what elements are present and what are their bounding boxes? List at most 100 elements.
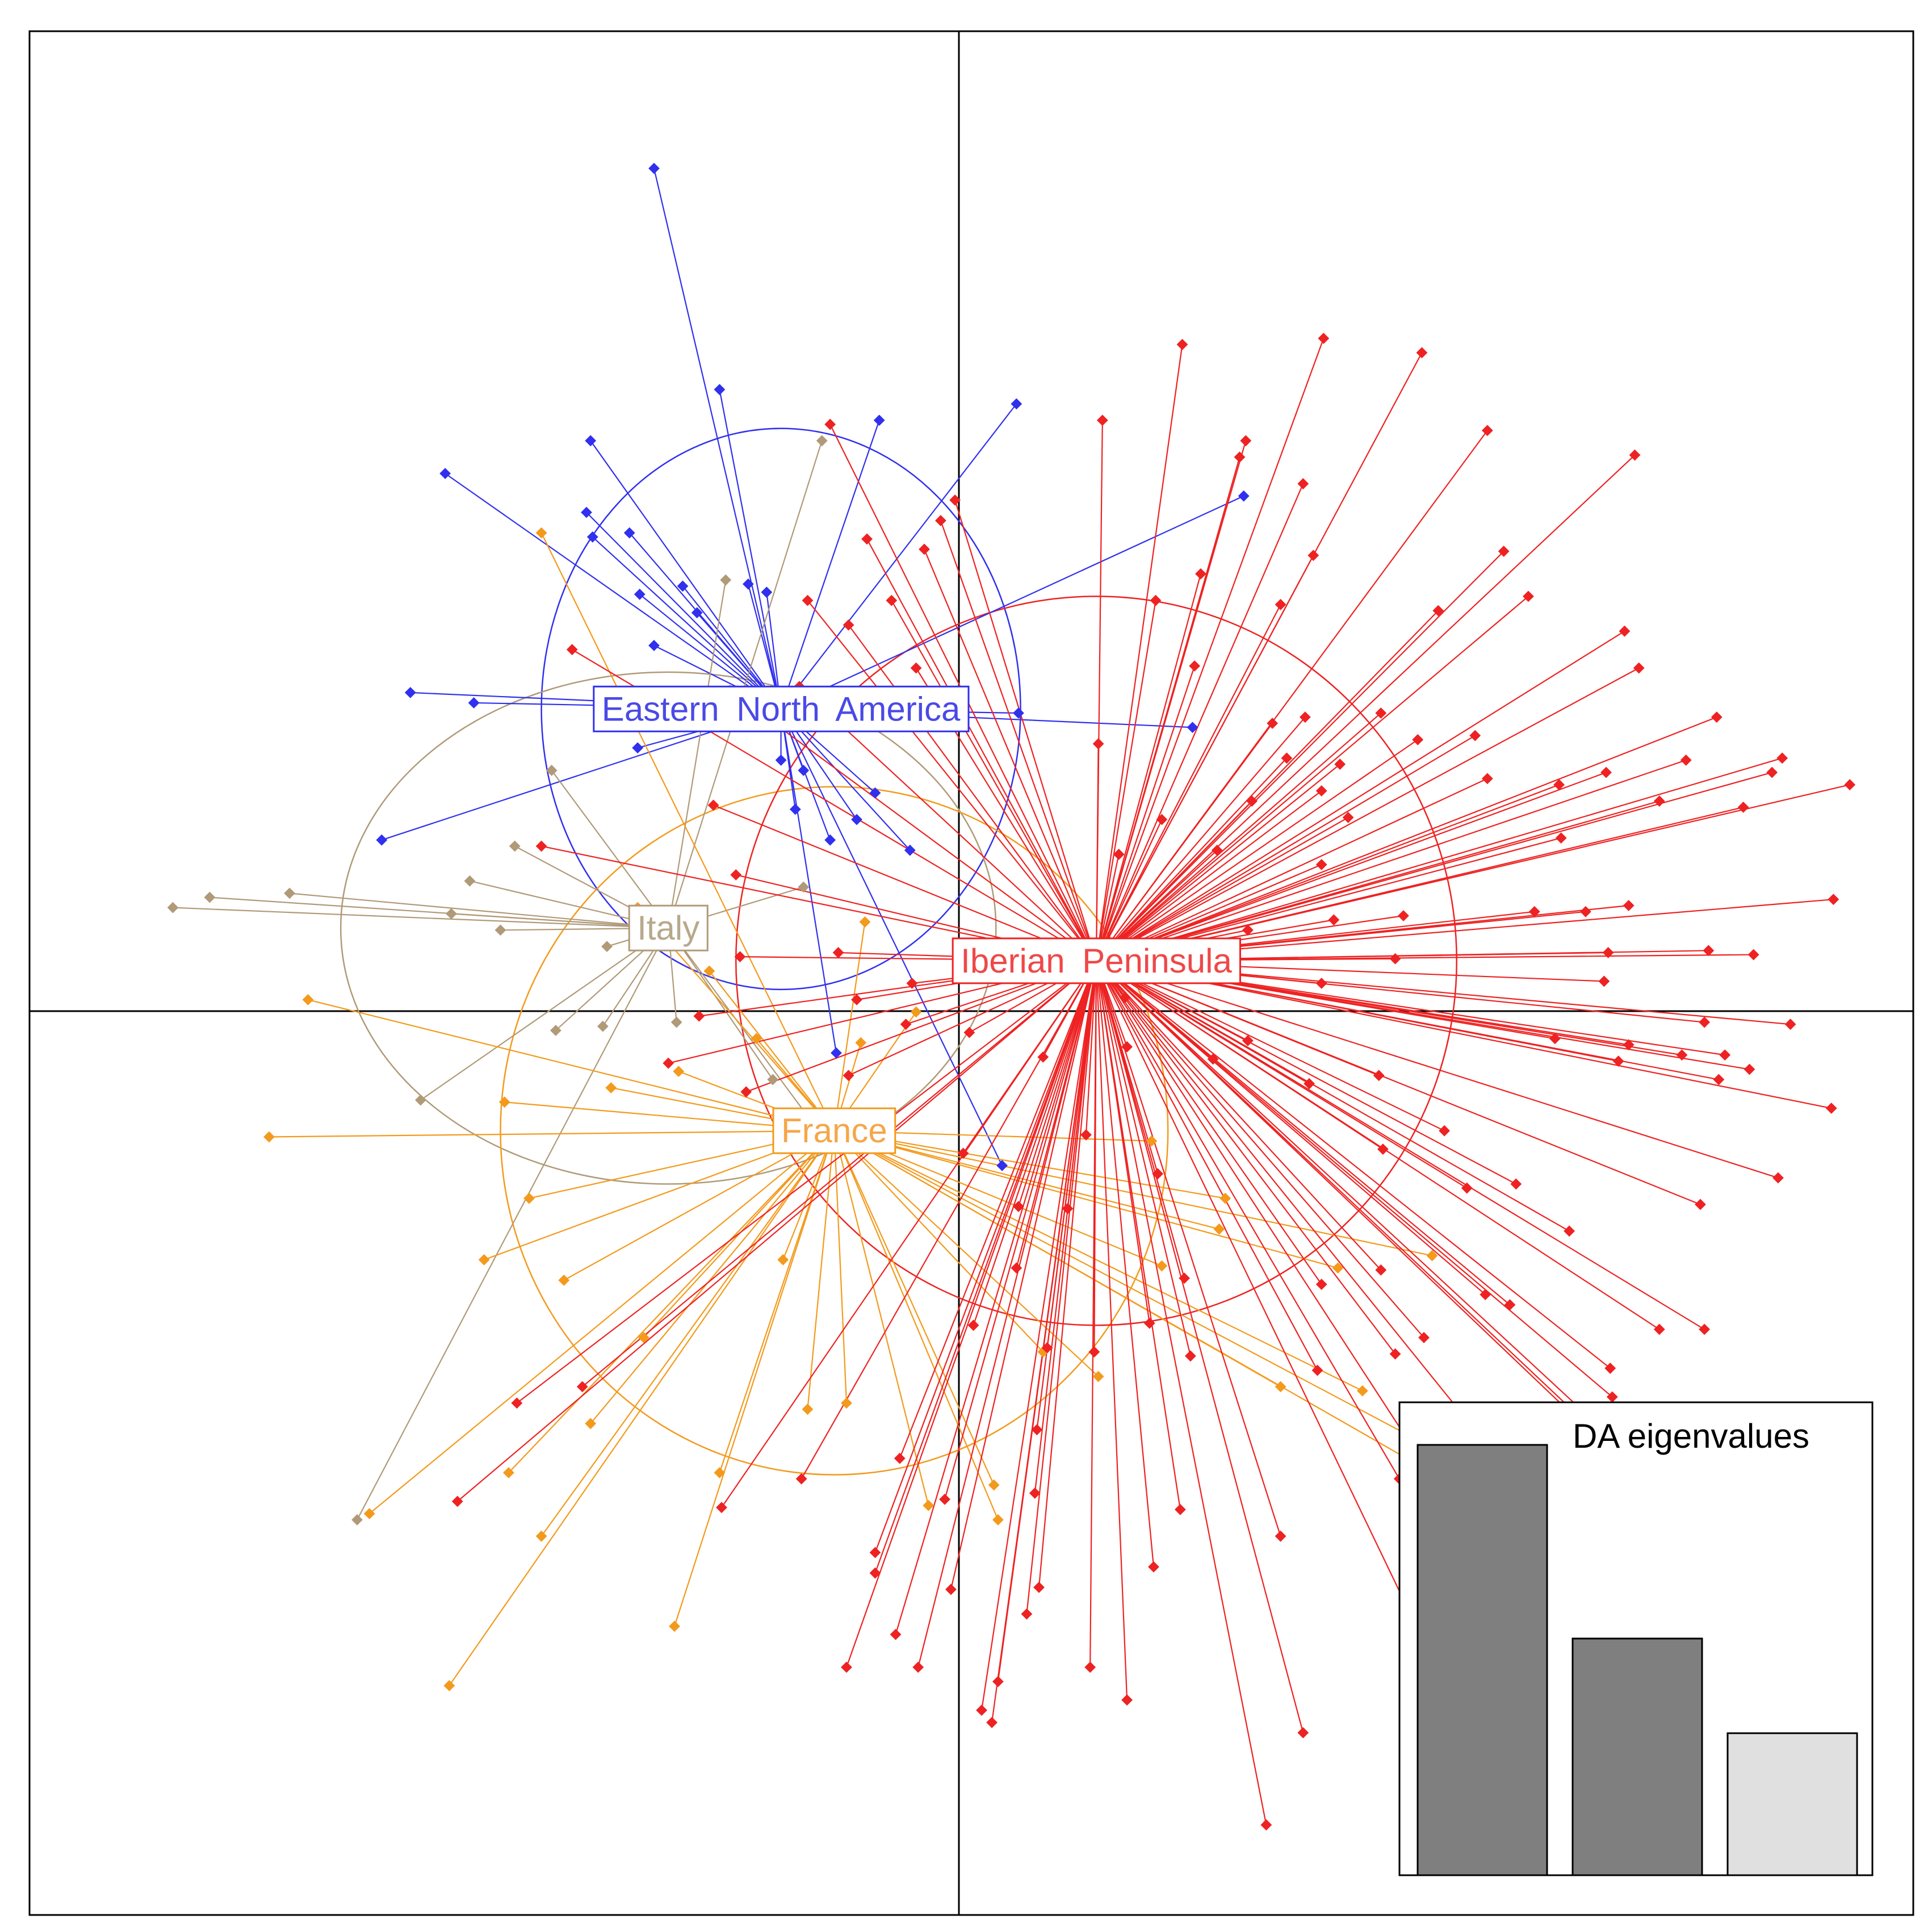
- france-point: [714, 1467, 726, 1478]
- iberian-peninsula-spoke: [1096, 960, 1486, 1296]
- iberian-peninsula-point: [802, 594, 814, 606]
- iberian-peninsula-spoke: [1093, 961, 1097, 1352]
- eastern-north-america-label: Eastern North America: [593, 685, 970, 732]
- iberian-peninsula-point: [1377, 1143, 1389, 1155]
- iberian-peninsula-spoke: [973, 961, 1097, 1326]
- eastern-north-america-point: [1011, 398, 1022, 410]
- iberian-peninsula-spoke: [1096, 778, 1488, 962]
- france-point: [558, 1275, 570, 1286]
- iberian-peninsula-point: [716, 1502, 727, 1514]
- eastern-north-america-spoke: [780, 709, 911, 851]
- iberian-peninsula-point: [824, 418, 836, 430]
- eastern-north-america-point: [439, 468, 451, 479]
- france-spoke: [269, 1130, 835, 1138]
- iberian-peninsula-spoke: [1095, 961, 1267, 1825]
- iberian-peninsula-spoke: [1096, 960, 1832, 1109]
- iberian-peninsula-spoke: [954, 500, 1097, 961]
- eastern-north-america-point: [1013, 707, 1024, 719]
- iberian-peninsula-spoke: [1095, 961, 1304, 1733]
- italy-label-text: Italy: [637, 909, 699, 947]
- iberian-peninsula-point: [1389, 1348, 1401, 1360]
- italy-spoke: [173, 907, 669, 929]
- italy-point: [494, 924, 506, 936]
- iberian-peninsula-point: [1412, 734, 1424, 745]
- eastern-north-america-point: [691, 607, 703, 619]
- france-point: [1092, 1371, 1104, 1382]
- iberian-peninsula-point: [886, 594, 898, 606]
- france-point: [751, 1033, 762, 1045]
- iberian-peninsula-point: [1719, 1049, 1731, 1061]
- iberian-peninsula-point: [1179, 1272, 1190, 1284]
- france-point: [443, 1680, 455, 1691]
- eastern-north-america-spoke: [780, 709, 837, 1053]
- iberian-peninsula-point: [1088, 1346, 1100, 1358]
- iberian-peninsula-point: [1260, 1819, 1272, 1831]
- france-point: [1156, 1260, 1168, 1272]
- iberian-peninsula-point: [1389, 953, 1401, 965]
- eastern-north-america-point: [632, 742, 644, 754]
- iberian-peninsula-spoke: [1095, 600, 1156, 961]
- france-point: [923, 1499, 934, 1511]
- italy-point: [798, 881, 810, 893]
- iberian-peninsula-point: [1744, 1063, 1755, 1075]
- iberian-peninsula-spoke: [1095, 961, 1155, 1567]
- iberian-peninsula-point: [1772, 1172, 1784, 1184]
- iberian-peninsula-point: [1598, 975, 1610, 987]
- iberian-peninsula-spoke: [1096, 800, 1660, 962]
- iberian-peninsula-spoke: [1096, 960, 1382, 1271]
- iberian-peninsula-spoke: [1095, 456, 1240, 961]
- iberian-peninsula-point: [1680, 755, 1692, 766]
- iberian-peninsula-spoke: [848, 625, 1097, 962]
- france-spoke: [674, 1130, 835, 1627]
- iberian-peninsula-point: [1299, 711, 1311, 723]
- iberian-peninsula-point: [1207, 1053, 1219, 1065]
- france-spoke: [833, 1130, 1099, 1377]
- iberian-peninsula-point: [1776, 752, 1788, 764]
- eastern-north-america-point: [869, 787, 881, 799]
- iberian-peninsula-point: [1398, 910, 1409, 921]
- iberian-peninsula-point: [1084, 1661, 1096, 1673]
- france-spoke: [833, 1130, 1044, 1352]
- iberian-peninsula-point: [1549, 1033, 1561, 1045]
- iberian-peninsula-point: [740, 1086, 752, 1098]
- france-spoke: [508, 1130, 835, 1473]
- iberian-peninsula-spoke: [895, 961, 1097, 1635]
- iberian-peninsula-spoke: [997, 961, 1097, 1682]
- iberian-peninsula-point: [1242, 924, 1254, 936]
- iberian-peninsula-point: [1304, 1078, 1315, 1089]
- italy-point: [816, 435, 828, 447]
- france-spoke: [833, 1130, 999, 1520]
- iberian-peninsula-point: [1747, 949, 1759, 961]
- iberian-peninsula-point: [1297, 1727, 1309, 1738]
- iberian-peninsula-point: [1375, 1264, 1387, 1276]
- iberian-peninsula-spoke: [457, 960, 1097, 1502]
- iberian-peninsula-point: [1297, 478, 1309, 489]
- iberian-peninsula-point: [843, 619, 854, 631]
- iberian-peninsula-point: [935, 515, 946, 526]
- iberian-peninsula-point: [912, 1661, 924, 1673]
- iberian-peninsula-spoke: [1095, 483, 1304, 961]
- france-spoke: [540, 533, 835, 1131]
- iberian-peninsula-point: [1612, 1055, 1624, 1067]
- iberian-peninsula-point: [1318, 333, 1330, 344]
- iberian-peninsula-point: [1416, 347, 1428, 359]
- iberian-peninsula-point: [1275, 1530, 1286, 1542]
- iberian-peninsula-point: [1619, 625, 1631, 637]
- italy-point: [546, 765, 558, 776]
- iberian-peninsula-spoke: [1095, 961, 1191, 1356]
- italy-spoke: [289, 892, 669, 929]
- iberian-peninsula-point: [1373, 1070, 1385, 1082]
- eastern-north-america-point: [798, 765, 810, 776]
- eastern-north-america-spoke: [590, 440, 782, 710]
- france-point: [585, 1418, 597, 1430]
- group-labels: Eastern North America Italy France Iberian …: [593, 685, 1241, 1154]
- eastern-north-america-point: [404, 687, 416, 698]
- iberian-peninsula-point: [1510, 1178, 1522, 1190]
- iberian-peninsula-point: [1580, 906, 1591, 917]
- iberian-peninsula-point: [1315, 978, 1327, 989]
- iberian-peninsula-point: [1184, 1350, 1196, 1362]
- iberian-peninsula-spoke: [1096, 759, 1687, 962]
- iberian-peninsula-point: [1699, 1323, 1711, 1335]
- iberian-peninsula-spoke: [1096, 960, 1400, 1480]
- iberian-peninsula-point: [1498, 546, 1510, 557]
